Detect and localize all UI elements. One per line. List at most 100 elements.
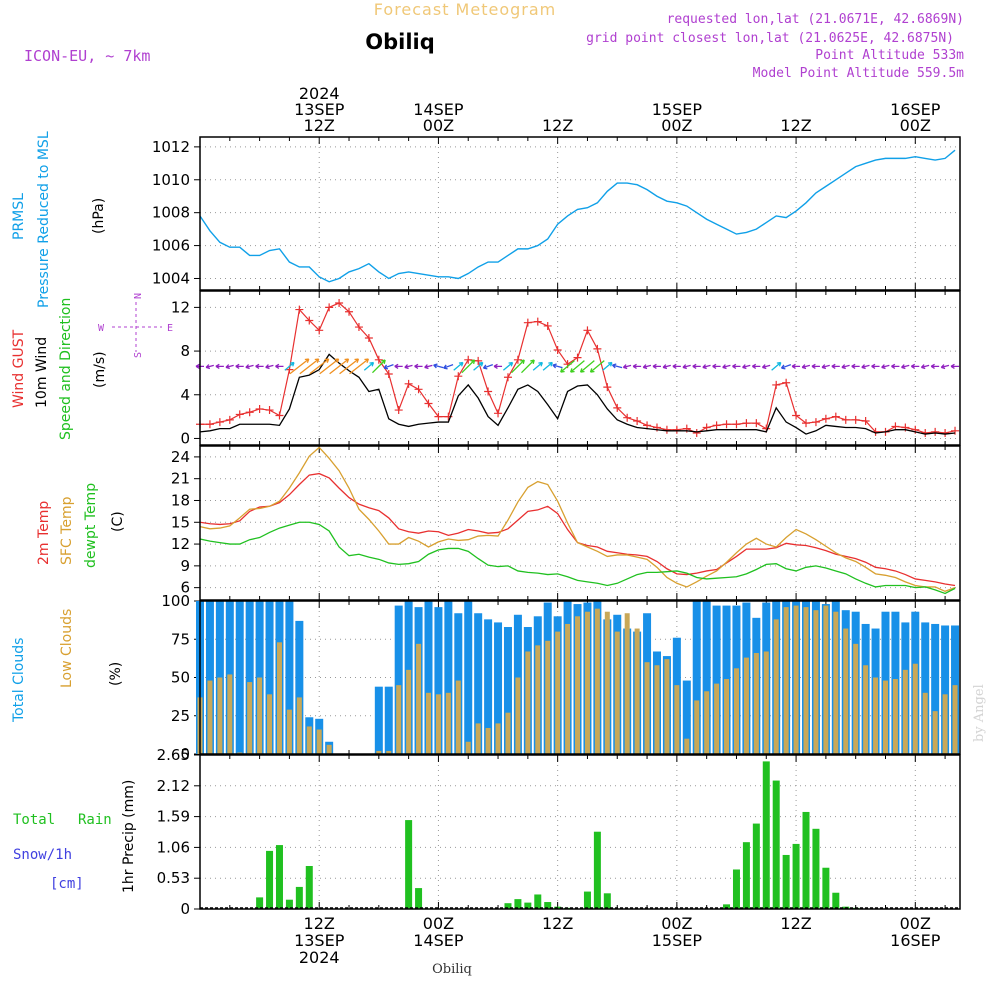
total-cloud-bar: [921, 622, 930, 754]
gust-marker: [533, 317, 542, 326]
y-tick-label: 1010: [152, 171, 190, 189]
panel-frame: [199, 136, 961, 291]
bottom-time-label: 00Z: [900, 914, 931, 933]
low-cloud-bar: [376, 750, 382, 754]
wind-direction-arrow: [245, 364, 254, 370]
wind-direction-arrow: [255, 363, 264, 369]
gust-marker: [613, 403, 622, 412]
gust-marker: [513, 355, 522, 364]
top-time-label: 12Z: [304, 116, 335, 135]
gust-marker: [573, 353, 582, 362]
low-cloud-bar: [813, 610, 819, 754]
low-cloud-bar: [207, 680, 213, 754]
gust-marker: [831, 412, 840, 421]
total-cloud-bar: [692, 601, 701, 754]
requested-coords: requested lon,lat (21.0671E, 42.6869N): [667, 12, 964, 27]
low-cloud-bar: [942, 694, 948, 754]
wind-unit: (m/s): [92, 351, 108, 388]
wind-direction-arrow: [552, 363, 563, 369]
y-tick-label: 1012: [152, 138, 190, 156]
low-cloud-bar: [932, 711, 938, 754]
low-cloud-bar: [326, 744, 332, 754]
wind-direction-arrow: [702, 364, 711, 370]
total-cloud-bar: [424, 601, 433, 754]
total-clouds-label: Total Clouds: [11, 638, 27, 723]
temp-2m-line: [199, 472, 956, 587]
low-cloud-bar: [843, 628, 849, 754]
gust-marker: [851, 415, 860, 424]
low-cloud-bar: [952, 685, 958, 754]
compass-e: E: [167, 323, 173, 334]
wind-direction-arrow: [433, 363, 444, 369]
gust-marker: [821, 414, 830, 423]
wind-direction-arrow: [622, 364, 632, 370]
low-cloud-bar: [515, 677, 521, 754]
y-tick-label: 2.65: [157, 746, 190, 764]
low-cloud-bar: [495, 723, 501, 754]
gust-marker: [315, 326, 324, 335]
wind-direction-arrow: [861, 364, 870, 370]
top-time-label: 14SEP: [413, 100, 464, 119]
y-tick-label: 2.12: [157, 777, 190, 795]
wind-direction-arrow: [363, 361, 375, 371]
precip-bar: [603, 893, 611, 909]
precip-bar: [524, 902, 532, 909]
precip-bar: [295, 886, 303, 909]
gust-marker: [205, 420, 214, 429]
low-cloud-bar: [624, 613, 630, 754]
bottom-time-label: 2024: [299, 948, 340, 967]
y-tick-label: 15: [171, 513, 190, 531]
y-tick-label: 0: [180, 900, 190, 918]
wind-direction-arrow: [424, 364, 433, 370]
wind-direction-arrow: [521, 359, 535, 374]
precip-bar: [405, 820, 413, 909]
gust-marker: [474, 356, 483, 365]
wind-direction-arrow: [632, 363, 642, 369]
precip-bar: [772, 780, 780, 909]
low-cloud-bar: [664, 659, 670, 754]
y-tick-label: 1006: [152, 237, 190, 255]
low-cloud-bar: [525, 651, 531, 754]
y-tick-label: 0: [180, 429, 190, 447]
bottom-time-label: 00Z: [423, 914, 454, 933]
wind-direction-arrow: [692, 363, 701, 369]
model-name: ICON-EU, ~ 7km: [24, 47, 150, 65]
wind-direction-arrow: [493, 363, 503, 369]
pressure-label-1: PRMSL: [11, 193, 27, 240]
low-cloud-bar: [416, 643, 422, 754]
pressure-unit: (hPa): [91, 198, 107, 234]
total-cloud-bar: [205, 601, 214, 754]
bottom-time-label: 12Z: [542, 914, 573, 933]
precip-bar: [534, 894, 542, 909]
wind-direction-arrow: [950, 363, 960, 369]
wind-direction-arrow: [289, 358, 310, 375]
low-cloud-bar: [704, 691, 710, 754]
wind-direction-arrow: [299, 358, 320, 375]
total-cloud-bar: [374, 686, 383, 754]
precip-unit: 1hr Precip (mm): [121, 780, 137, 893]
total-cloud-bar: [245, 601, 254, 754]
low-cloud-bar: [882, 680, 888, 754]
precip-bar: [782, 854, 790, 909]
low-cloud-bar: [833, 611, 839, 754]
precip-bar: [812, 828, 820, 909]
precip-bar: [593, 831, 601, 909]
gust-marker: [662, 425, 671, 434]
gust-marker: [623, 413, 632, 422]
wind-direction-arrow: [404, 364, 413, 370]
wind-direction-arrow: [205, 364, 214, 370]
low-cloud-bar: [763, 651, 769, 754]
precip-bar: [544, 902, 552, 909]
wind-direction-arrow: [339, 358, 360, 375]
gust-marker: [464, 355, 473, 364]
gust-marker: [782, 378, 791, 387]
y-tick-label: 100: [161, 592, 190, 610]
gust-label: Wind GUST: [11, 329, 27, 408]
gust-marker: [841, 415, 850, 424]
low-cloud-bar: [743, 657, 749, 754]
gust-marker: [265, 406, 274, 415]
gust-marker: [494, 409, 503, 418]
low-cloud-bar: [535, 645, 541, 754]
low-cloud-bar: [594, 608, 600, 754]
wind-direction-arrow: [511, 359, 525, 374]
